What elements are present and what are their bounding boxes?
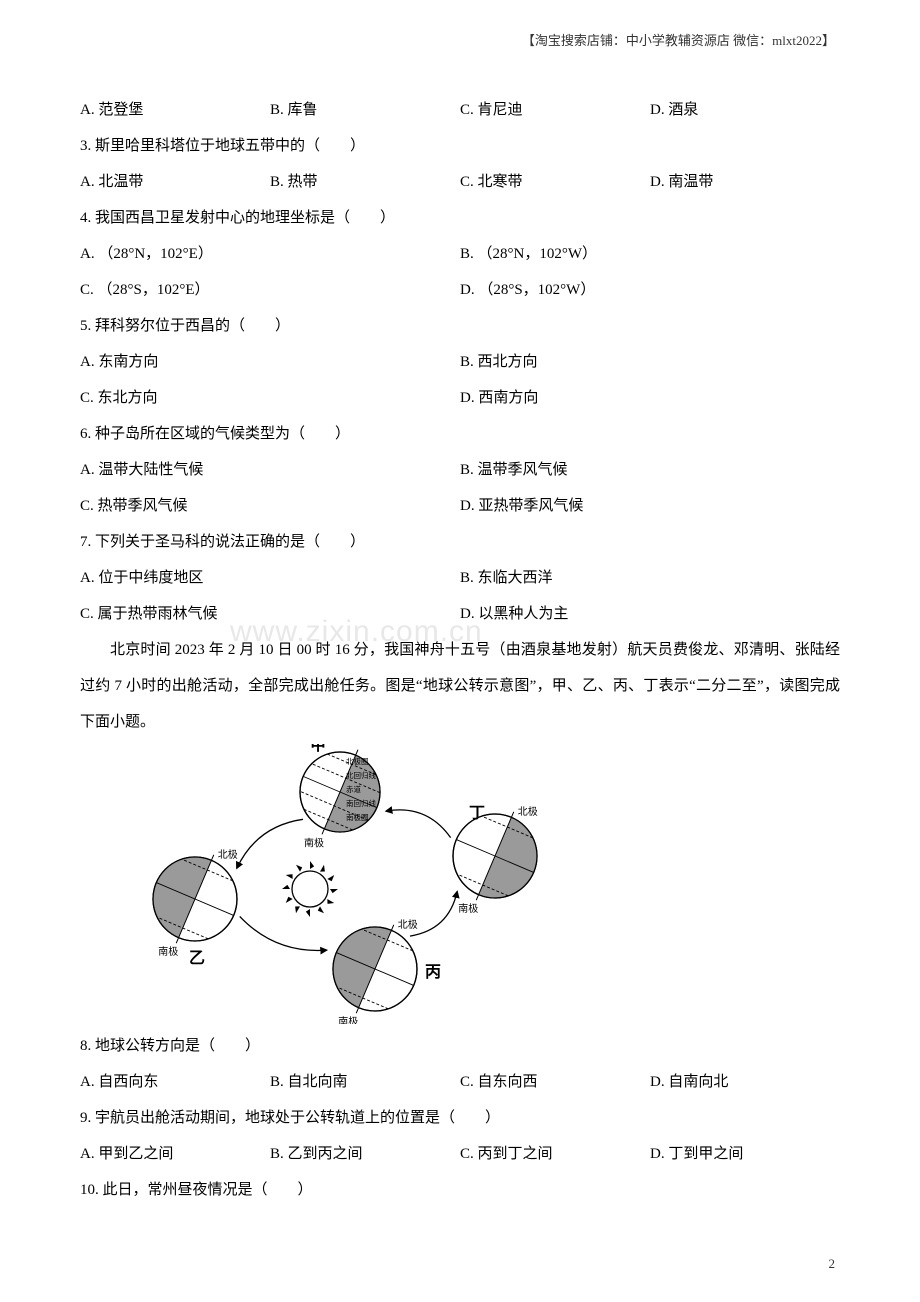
svg-text:南极: 南极 [338,1015,358,1024]
question-4: 4. 我国西昌卫星发射中心的地理坐标是（ ） [80,200,840,236]
option-d: D. （28°S，102°W） [460,272,840,308]
q2-options: A. 范登堡 B. 库鲁 C. 肯尼迪 D. 酒泉 [80,92,840,128]
option-b: B. 乙到丙之间 [270,1136,460,1172]
option-c: C. 东北方向 [80,380,460,416]
option-c: C. 热带季风气候 [80,488,460,524]
question-5: 5. 拜科努尔位于西昌的（ ） [80,308,840,344]
option-d: D. 酒泉 [650,92,840,128]
svg-text:甲: 甲 [310,744,326,754]
q6-options-2: C. 热带季风气候 D. 亚热带季风气候 [80,488,840,524]
option-a: A. 甲到乙之间 [80,1136,270,1172]
q5-options-1: A. 东南方向 B. 西北方向 [80,344,840,380]
q9-options: A. 甲到乙之间 B. 乙到丙之间 C. 丙到丁之间 D. 丁到甲之间 [80,1136,840,1172]
option-c: C. （28°S，102°E） [80,272,460,308]
option-b: B. 温带季风气候 [460,452,840,488]
question-9: 9. 宇航员出舱活动期间，地球处于公转轨道上的位置是（ ） [80,1100,840,1136]
passage: 北京时间 2023 年 2 月 10 日 00 时 16 分，我国神舟十五号（由… [80,632,840,740]
q8-options: A. 自西向东 B. 自北向南 C. 自东向西 D. 自南向北 [80,1064,840,1100]
option-d: D. 丁到甲之间 [650,1136,840,1172]
question-10: 10. 此日，常州昼夜情况是（ ） [80,1172,840,1208]
svg-text:南极: 南极 [458,902,478,915]
option-b: B. 东临大西洋 [460,560,840,596]
option-a: A. 范登堡 [80,92,270,128]
option-a: A. （28°N，102°E） [80,236,460,272]
option-b: B. 热带 [270,164,460,200]
page-number: 2 [829,1256,836,1272]
option-c: C. 属于热带雨林气候 [80,596,460,632]
option-d: D. 西南方向 [460,380,840,416]
svg-text:南回归线: 南回归线 [346,798,376,808]
option-b: B. （28°N，102°W） [460,236,840,272]
option-b: B. 西北方向 [460,344,840,380]
option-a: A. 位于中纬度地区 [80,560,460,596]
option-d: D. 自南向北 [650,1064,840,1100]
option-c: C. 北寒带 [460,164,650,200]
question-7: 7. 下列关于圣马科的说法正确的是（ ） [80,524,840,560]
svg-text:乙: 乙 [189,950,205,967]
option-c: C. 自东向西 [460,1064,650,1100]
orbit-diagram: 南极甲北极圈北回归线赤道南回归线南极圈北极南极乙北极南极丙北极南极丁 [80,744,540,1024]
svg-text:南极圈: 南极圈 [346,812,369,822]
option-d: D. 南温带 [650,164,840,200]
svg-text:北回归线: 北回归线 [346,770,376,780]
option-b: B. 库鲁 [270,92,460,128]
question-6: 6. 种子岛所在区域的气候类型为（ ） [80,416,840,452]
svg-text:北极: 北极 [398,918,418,931]
q6-options-1: A. 温带大陆性气候 B. 温带季风气候 [80,452,840,488]
svg-text:丁: 丁 [469,805,485,822]
option-a: A. 温带大陆性气候 [80,452,460,488]
svg-text:南极: 南极 [158,945,178,958]
svg-text:北极: 北极 [218,848,238,861]
q4-options-1: A. （28°N，102°E） B. （28°N，102°W） [80,236,840,272]
svg-text:南极: 南极 [304,836,324,849]
question-3: 3. 斯里哈里科塔位于地球五带中的（ ） [80,128,840,164]
q7-options-1: A. 位于中纬度地区 B. 东临大西洋 [80,560,840,596]
option-d: D. 亚热带季风气候 [460,488,840,524]
option-c: C. 丙到丁之间 [460,1136,650,1172]
option-d: D. 以黑种人为主 [460,596,840,632]
question-8: 8. 地球公转方向是（ ） [80,1028,840,1064]
q5-options-2: C. 东北方向 D. 西南方向 [80,380,840,416]
svg-text:北极圈: 北极圈 [346,756,369,766]
main-content: A. 范登堡 B. 库鲁 C. 肯尼迪 D. 酒泉 3. 斯里哈里科塔位于地球五… [80,92,840,1208]
q3-options: A. 北温带 B. 热带 C. 北寒带 D. 南温带 [80,164,840,200]
svg-text:赤道: 赤道 [346,784,361,794]
option-a: A. 东南方向 [80,344,460,380]
option-b: B. 自北向南 [270,1064,460,1100]
option-a: A. 北温带 [80,164,270,200]
option-a: A. 自西向东 [80,1064,270,1100]
svg-text:丙: 丙 [425,963,441,981]
q4-options-2: C. （28°S，102°E） D. （28°S，102°W） [80,272,840,308]
q7-options-2: C. 属于热带雨林气候 D. 以黑种人为主 [80,596,840,632]
option-c: C. 肯尼迪 [460,92,650,128]
svg-text:北极: 北极 [518,805,538,818]
header-note: 【淘宝搜索店铺：中小学教辅资源店 微信：mlxt2022】 [522,30,835,49]
